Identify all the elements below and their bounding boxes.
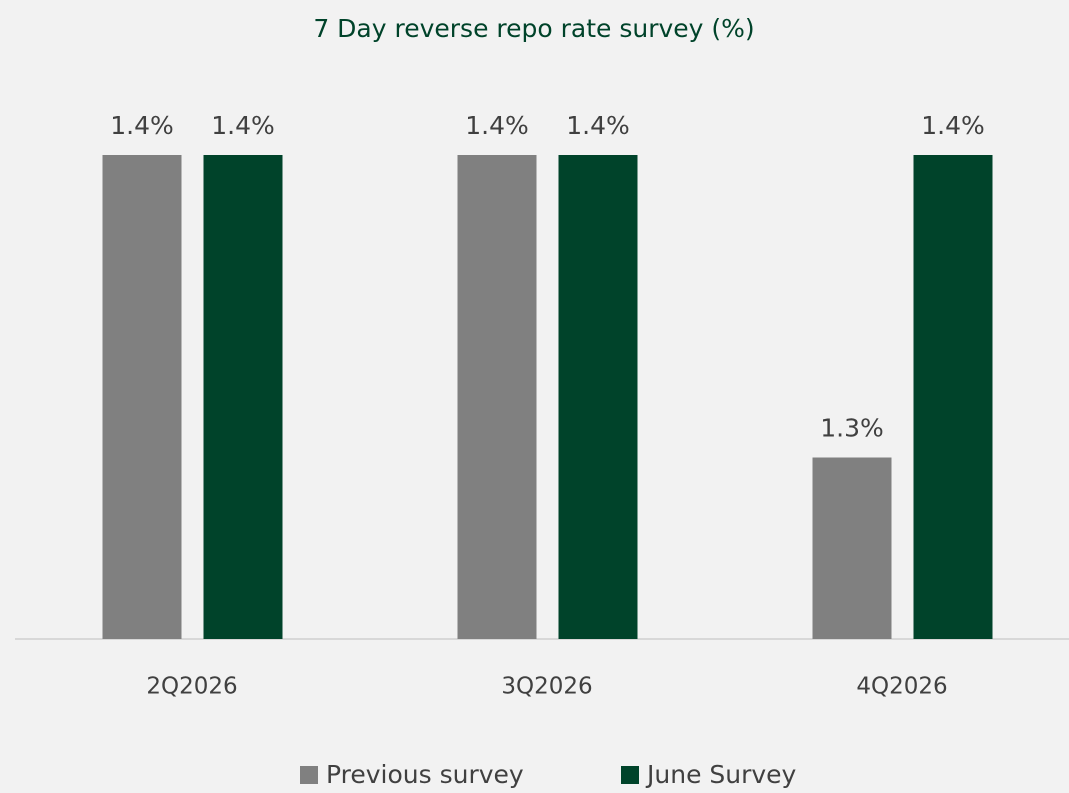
value-label: 1.3% xyxy=(820,414,884,443)
bar xyxy=(558,155,638,639)
x-tick-label: 2Q2026 xyxy=(146,674,237,700)
value-label: 1.4% xyxy=(566,111,630,140)
value-label: 1.4% xyxy=(465,111,529,140)
bar xyxy=(457,155,537,639)
x-tick-label: 3Q2026 xyxy=(501,674,592,700)
bar xyxy=(102,155,182,639)
x-tick-label: 4Q2026 xyxy=(856,674,947,700)
value-label: 1.4% xyxy=(211,111,275,140)
bar xyxy=(812,457,892,639)
bar xyxy=(203,155,283,639)
value-label: 1.4% xyxy=(921,111,985,140)
bar xyxy=(913,155,993,639)
legend-label: June Survey xyxy=(645,760,797,789)
chart-title: 7 Day reverse repo rate survey (%) xyxy=(313,14,754,43)
value-label: 1.4% xyxy=(110,111,174,140)
legend-label: Previous survey xyxy=(326,760,524,789)
legend-swatch xyxy=(300,766,318,784)
legend-swatch xyxy=(621,766,639,784)
